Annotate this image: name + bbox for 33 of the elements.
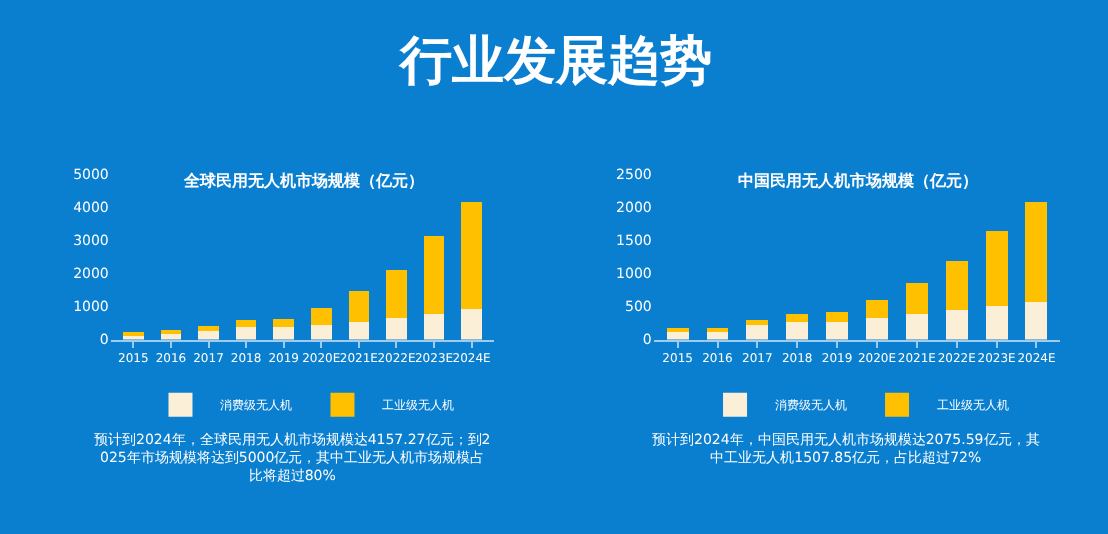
bar: [826, 311, 849, 322]
bar: [786, 313, 809, 322]
bar: [905, 283, 928, 315]
text: 行业发展趋势: [398, 32, 712, 92]
bar: [746, 324, 769, 340]
bar: [1025, 301, 1048, 340]
bar: [866, 300, 888, 319]
bar: [310, 325, 332, 340]
bar: [461, 201, 482, 310]
bar: [198, 331, 219, 340]
bar: [348, 321, 370, 340]
bar: [348, 291, 370, 322]
bar: [273, 318, 295, 328]
bar: [310, 307, 332, 326]
bar: [386, 317, 407, 340]
bar: [945, 261, 968, 310]
bar: [826, 321, 849, 340]
bar: [235, 327, 257, 340]
bar: [985, 230, 1008, 307]
bar: [1025, 201, 1048, 302]
bar: [386, 269, 407, 318]
bar: [273, 327, 295, 340]
bar: [985, 306, 1008, 340]
bar: [786, 321, 809, 340]
bar: [461, 309, 482, 340]
bar: [423, 236, 445, 314]
bar: [423, 314, 445, 340]
bar: [945, 309, 968, 340]
bar: [198, 326, 219, 332]
bar: [905, 314, 928, 340]
chart-title: 全球民用无人机市场规模（亿元）: [182, 170, 424, 190]
bar: [866, 318, 888, 340]
chart-title: 中国民用无人机市场规模（亿元）: [738, 170, 978, 190]
